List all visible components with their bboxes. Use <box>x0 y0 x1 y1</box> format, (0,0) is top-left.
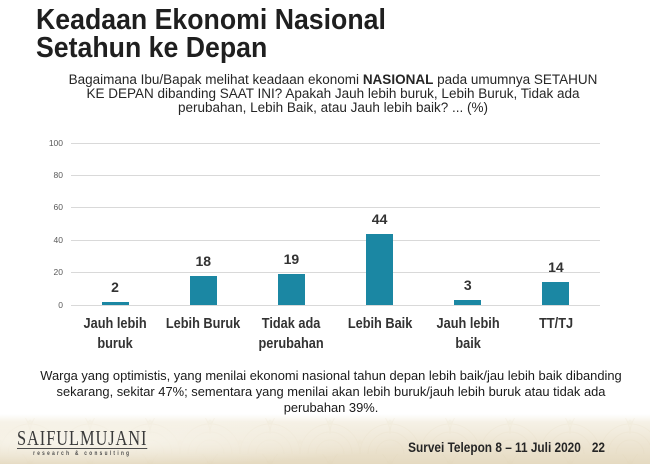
x-axis-label-4-line1: Lebih Baik <box>347 314 412 332</box>
logo-wordmark: SAIFULMUJANI <box>17 426 148 450</box>
page-title: Keadaan Ekonomi Nasional Setahun ke Depa… <box>36 3 386 64</box>
summary-line1: Warga yang optimistis, yang menilai ekon… <box>40 368 622 383</box>
x-axis-label-3-line1: Tidak ada <box>262 314 321 332</box>
summary-line2: sekarang, sekitar 47%; sementara yang me… <box>56 384 606 399</box>
x-axis-label-3-line2: perubahan <box>258 334 324 352</box>
x-axis-label-1-line2: buruk <box>97 334 133 352</box>
question-bold-word: NASIONAL <box>362 72 434 87</box>
bar-value-label-1: 2 <box>111 278 119 295</box>
gridline-y60 <box>71 207 600 209</box>
bar-5 <box>454 300 482 305</box>
x-axis-label-5-line1: Jauh lebih <box>436 314 500 332</box>
bar-3 <box>277 274 305 305</box>
x-axis-label-2: Lebih Buruk <box>166 314 241 334</box>
x-axis-label-6-line1: TT/TJ <box>538 314 573 332</box>
question-text: Bagaimana Ibu/Bapak melihat keadaan ekon… <box>68 72 363 87</box>
survey-question-line2: KE DEPAN dibanding SAAT INI? Apakah Jauh… <box>86 86 580 101</box>
bar-1 <box>101 301 129 305</box>
gridline-y0 <box>71 304 600 306</box>
gridline-y40 <box>71 239 600 241</box>
gridline-y20 <box>71 272 600 274</box>
bar-value-label-6: 14 <box>548 259 564 276</box>
footer-batik-band <box>0 414 650 464</box>
bar-value-label-2: 18 <box>195 252 212 269</box>
survey-question: Bagaimana Ibu/Bapak melihat keadaan ekon… <box>8 73 650 115</box>
bar-value-label-3: 19 <box>283 251 300 268</box>
y-axis-tick-0: 0 <box>58 299 63 310</box>
summary-line3: perubahan 39%. <box>283 400 379 415</box>
bar-2 <box>189 275 217 305</box>
y-axis-tick-20: 20 <box>53 267 63 278</box>
x-axis-label-5-line2: baik <box>454 334 481 352</box>
bar-chart: 0 20 40 60 80 100 2 Jauh lebih buruk 18 Lebih Buru… <box>48 137 600 354</box>
footer-source: Survei Telepon 8 – 11 Juli 2020 22 <box>408 440 605 455</box>
bar-6 <box>542 282 570 305</box>
bar-value-label-4: 44 <box>371 210 388 227</box>
y-axis-tick-80: 80 <box>53 169 63 180</box>
survey-question-line1: Bagaimana Ibu/Bapak melihat keadaan ekon… <box>8 73 650 87</box>
x-axis-label-1-line1: Jauh lebih <box>83 314 147 332</box>
gridline-y100 <box>71 142 600 144</box>
x-axis-label-3: Tidak ada perubahan <box>254 314 329 354</box>
x-axis-label-1: Jauh lebih buruk <box>78 314 153 354</box>
y-axis-tick-100: 100 <box>48 137 63 148</box>
survey-question-line3: perubahan, Lebih Baik, atau Jauh lebih b… <box>178 100 488 115</box>
bar-value-label-5: 3 <box>463 277 472 294</box>
bar-4 <box>366 233 394 305</box>
y-axis-tick-40: 40 <box>53 234 63 245</box>
logo-tagline: research & consulting <box>33 451 132 457</box>
x-axis-label-4: Lebih Baik <box>342 314 417 334</box>
survey-date-label: Survei Telepon 8 – 11 Juli 2020 <box>408 439 581 455</box>
question-text: pada umumnya SETAHUN <box>433 72 598 87</box>
x-axis-label-2-line1: Lebih Buruk <box>166 314 241 332</box>
x-axis-label-5: Jauh lebih baik <box>430 314 505 354</box>
page-title-line1: Keadaan Ekonomi Nasional <box>36 3 386 36</box>
page-number: 22 <box>591 439 605 455</box>
smrc-logo: SAIFULMUJANI research & consulting <box>17 426 148 457</box>
page-title-line2: Setahun ke Depan <box>36 31 268 64</box>
batik-pattern <box>0 414 650 464</box>
y-axis-tick-60: 60 <box>53 202 63 213</box>
gridline-y80 <box>71 174 600 176</box>
summary-text: Warga yang optimistis, yang menilai ekon… <box>6 368 650 416</box>
x-axis-label-6: TT/TJ <box>518 314 593 334</box>
